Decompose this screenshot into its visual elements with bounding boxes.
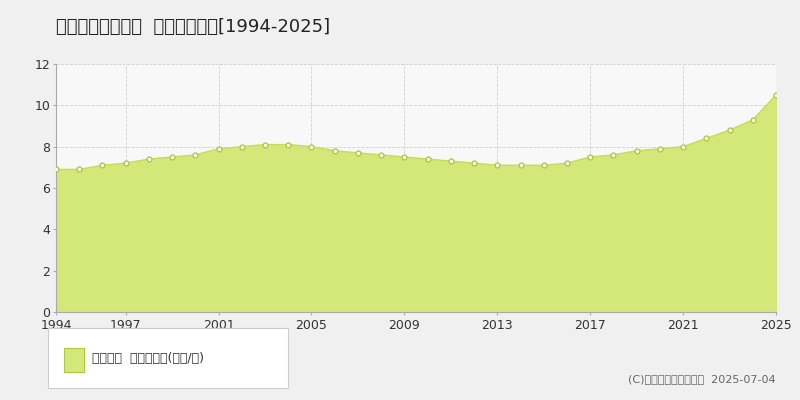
Text: 公示地価  平均坪単価(万円/坪): 公示地価 平均坪単価(万円/坪) <box>92 352 204 364</box>
Text: (C)土地価格ドットコム  2025-07-04: (C)土地価格ドットコム 2025-07-04 <box>628 374 776 384</box>
Text: 紫波郡紫波町平沢  公示地価推移[1994-2025]: 紫波郡紫波町平沢 公示地価推移[1994-2025] <box>56 18 330 36</box>
